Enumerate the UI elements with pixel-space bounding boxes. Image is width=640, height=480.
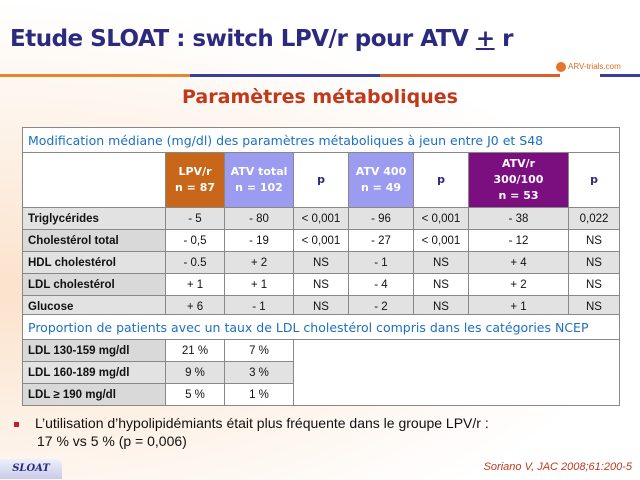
study-tag: SLOAT — [0, 459, 62, 479]
row-label: Triglycérides — [22, 207, 166, 230]
header-text: p — [437, 173, 445, 186]
divider-orange — [0, 74, 190, 77]
table-caption: Modification médiane (mg/dl) des paramèt… — [22, 127, 620, 153]
table-cell: NS — [568, 251, 620, 274]
table-cell: - 5 — [165, 207, 225, 230]
column-header: LPV/r n = 87 — [165, 152, 225, 208]
column-header: p — [293, 152, 349, 208]
table-cell: < 0,001 — [413, 229, 469, 252]
row-label: HDL cholestérol — [22, 251, 166, 274]
empty-area — [293, 339, 620, 406]
table-cell: NS — [413, 251, 469, 274]
row-label: Cholestérol total — [22, 229, 166, 252]
empty-header — [22, 152, 166, 208]
logo-text: ARV-trials.com — [568, 62, 621, 72]
column-header: ATV total n = 102 — [224, 152, 294, 208]
header-text: 300/100 — [493, 173, 544, 186]
table-cell: NS — [568, 229, 620, 252]
table-cell: + 1 — [224, 273, 294, 296]
table-cell: NS — [413, 273, 469, 296]
row-label: LDL 130-159 mg/dl — [22, 339, 166, 362]
table-cell: - 27 — [348, 229, 414, 252]
logo-icon — [556, 62, 566, 72]
table-cell: - 2 — [348, 295, 414, 318]
table-row: Triglycérides - 5- 80 < 0,001- 96 < 0,001- … — [22, 207, 620, 230]
table-cell: - 12 — [468, 229, 569, 252]
table-row: LDL 160-189 mg/dl 9 % 3 % — [22, 361, 620, 384]
table-cell: NS — [413, 295, 469, 318]
table-cell: 7 % — [224, 339, 294, 362]
table-cell: + 2 — [468, 273, 569, 296]
table-row: Glucose + 6- 1 NS - 2 NS + 1 NS — [22, 295, 620, 318]
header-text: n = 49 — [360, 181, 401, 194]
divider-red — [380, 74, 560, 77]
header-text: p — [590, 173, 598, 186]
header-text: n = 53 — [498, 189, 539, 202]
header-text: ATV total — [230, 165, 288, 178]
table-row: HDL cholestérol - 0.5 + 2 NS - 1 NS + 4 NS — [22, 251, 620, 274]
header-text: p — [317, 173, 325, 186]
bullet-icon — [14, 421, 19, 427]
logo: ARV-trials.com — [556, 62, 621, 72]
divider-blue-2 — [600, 74, 640, 77]
bullet-note: L’utilisation d’hypolipidémiants était p… — [14, 414, 489, 450]
column-header: p — [413, 152, 469, 208]
header-text: n = 102 — [235, 181, 283, 194]
bullet-line1: L’utilisation d’hypolipidémiants était p… — [35, 415, 489, 431]
table-caption: Proportion de patients avec un taux de L… — [22, 314, 620, 340]
table-cell: - 1 — [224, 295, 294, 318]
bullet-line2: 17 % vs 5 % (p = 0,006) — [37, 433, 187, 449]
table-cell: + 6 — [165, 295, 225, 318]
slide-title: Etude SLOAT : switch LPV/r pour ATV + r — [10, 26, 513, 52]
table-cell: - 19 — [224, 229, 294, 252]
table-cell: < 0,001 — [293, 229, 349, 252]
table-cell: 1 % — [224, 383, 294, 406]
table-row: Cholestérol total - 0,5- 19 < 0,001- 27 < 0… — [22, 229, 620, 252]
table-cell: 5 % — [165, 383, 225, 406]
row-label: LDL ≥ 190 mg/dl — [22, 383, 166, 406]
table-cell: NS — [293, 251, 349, 274]
table-cell: - 38 — [468, 207, 569, 230]
column-header: p — [568, 152, 620, 208]
table-cell: - 0.5 — [165, 251, 225, 274]
table-cell: - 96 — [348, 207, 414, 230]
table-cell: - 80 — [224, 207, 294, 230]
title-text: Etude SLOAT : switch LPV/r pour ATV — [10, 26, 476, 52]
table-cell: NS — [293, 273, 349, 296]
header-text: ATV/r — [501, 157, 536, 170]
header-text: LPV/r — [178, 165, 212, 178]
table-cell: + 4 — [468, 251, 569, 274]
table-cell: < 0,001 — [413, 207, 469, 230]
table-cell: NS — [568, 273, 620, 296]
table-cell: + 1 — [165, 273, 225, 296]
row-label: LDL 160-189 mg/dl — [22, 361, 166, 384]
table-row: LDL ≥ 190 mg/dl 5 % 1 % — [22, 383, 620, 406]
column-header: ATV 400 n = 49 — [348, 152, 414, 208]
table-cell: 0,022 — [568, 207, 620, 230]
table-cell: < 0,001 — [293, 207, 349, 230]
table-cell: 21 % — [165, 339, 225, 362]
header-text: ATV 400 — [355, 165, 407, 178]
column-header: ATV/r 300/100 n = 53 — [468, 152, 569, 208]
table-cell: 9 % — [165, 361, 225, 384]
divider-blue — [190, 74, 380, 77]
table-cell: 3 % — [224, 361, 294, 384]
ldl-table: Proportion de patients avec un taux de L… — [22, 314, 620, 406]
row-label: Glucose — [22, 295, 166, 318]
row-label: LDL cholestérol — [22, 273, 166, 296]
plus-minus: + — [475, 26, 495, 52]
metabolic-table: Modification médiane (mg/dl) des paramèt… — [22, 127, 620, 318]
header-text: n = 87 — [174, 181, 215, 194]
table-cell: + 2 — [224, 251, 294, 274]
table-cell: - 1 — [348, 251, 414, 274]
reference: Soriano V, JAC 2008;61:200-5 — [483, 461, 632, 473]
title-end: r — [494, 26, 513, 52]
table-cell: - 4 — [348, 273, 414, 296]
subtitle: Paramètres métaboliques — [182, 86, 458, 108]
table-row: LDL 130-159 mg/dl 21 % 7 % — [22, 339, 620, 406]
table-cell: - 0,5 — [165, 229, 225, 252]
table-row: LDL cholestérol + 1 + 1 NS - 4 NS + 2 NS — [22, 273, 620, 296]
table-cell: + 1 — [468, 295, 569, 318]
